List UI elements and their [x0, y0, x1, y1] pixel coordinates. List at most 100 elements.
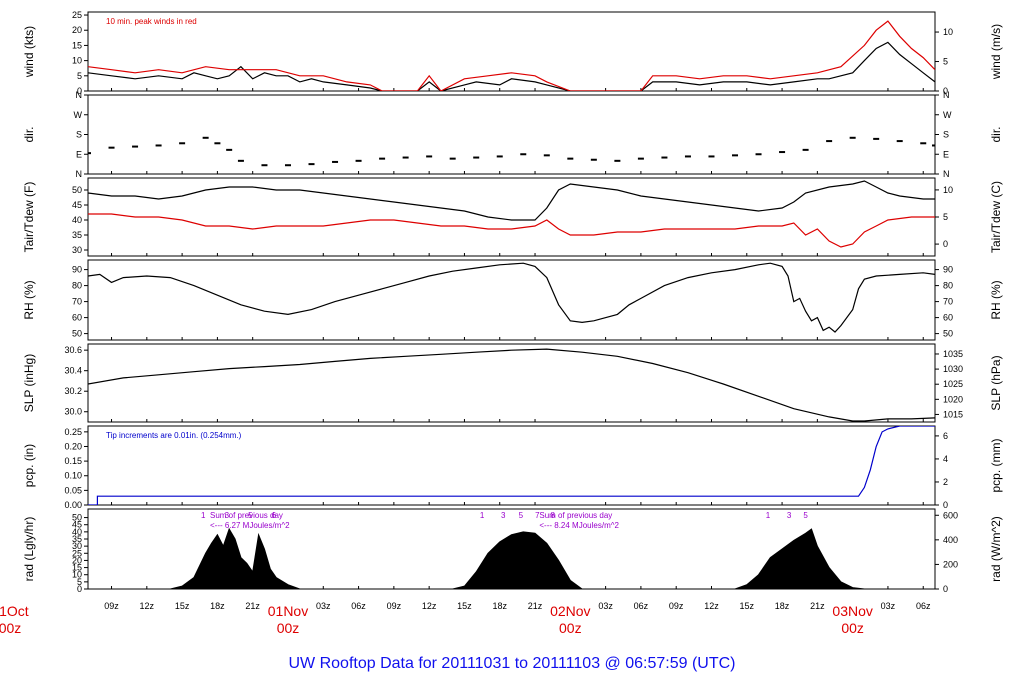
- time-tick-label: 15z: [175, 601, 190, 611]
- y-right-tick-label: E: [943, 149, 949, 159]
- y-tick-label: 20: [72, 25, 82, 35]
- y-axis-label: SLP (inHg): [22, 354, 36, 412]
- radiation-sum-line2: <--- 6.27 MJoules/m^2: [210, 521, 290, 530]
- y-right-tick-label: 80: [943, 281, 953, 291]
- direction-point: [261, 164, 268, 167]
- time-tick-label: 06z: [634, 601, 649, 611]
- direction-point: [202, 136, 209, 139]
- y-tick-label: 5: [77, 577, 82, 587]
- direction-point: [779, 151, 786, 154]
- y-right-tick-label: 200: [943, 559, 958, 569]
- direction-point: [802, 148, 809, 151]
- y-axis-label: dir.: [22, 126, 36, 142]
- y-tick-label: E: [76, 149, 82, 159]
- y-right-axis-label: rad (W/m^2): [989, 516, 1003, 582]
- y-tick-label: 15: [72, 563, 82, 573]
- hour-marker: 3: [501, 511, 506, 520]
- time-tick-label: 09z: [669, 601, 684, 611]
- time-tick-label: 21z: [528, 601, 543, 611]
- y-right-tick-label: 5: [943, 57, 948, 67]
- y-tick-label: 45: [72, 200, 82, 210]
- y-tick-label: 90: [72, 265, 82, 275]
- panel-pcp: 0.00 0.05 0.10 0.15 0.20 0.25 0 2 4 6 pcp. (in) pcp…: [22, 425, 1003, 510]
- series-peak: [88, 20, 935, 91]
- radiation-sum-line1: Sum of previous day: [539, 511, 612, 520]
- day-label: 03Nov: [832, 603, 872, 619]
- direction-point: [308, 163, 315, 166]
- y-right-tick-label: W: [943, 110, 952, 120]
- hour-marker: 1: [480, 511, 485, 520]
- direction-point: [614, 159, 621, 162]
- panel-slp: 30.0 30.2 30.4 30.6 1015 1020 1025 1030 1035 SLP …: [22, 343, 1003, 423]
- direction-point: [226, 148, 233, 151]
- panel-annotation: 10 min. peak winds in red: [106, 17, 197, 26]
- direction-point: [590, 158, 597, 161]
- y-right-tick-label: 2: [943, 477, 948, 487]
- time-tick-label: 03z: [316, 601, 331, 611]
- direction-point: [826, 140, 833, 143]
- panel-frame: [87, 259, 936, 341]
- y-right-tick-label: 1020: [943, 394, 963, 404]
- y-tick-label: N: [76, 90, 83, 100]
- direction-point: [849, 136, 856, 139]
- direction-point: [284, 164, 291, 167]
- y-right-axis-label: SLP (hPa): [989, 355, 1003, 410]
- direction-point: [449, 157, 456, 160]
- y-tick-label: 30.6: [64, 345, 82, 355]
- direction-point: [473, 156, 480, 159]
- y-tick-label: 60: [72, 313, 82, 323]
- y-right-axis-label: pcp. (mm): [989, 438, 1003, 492]
- series-tair: [88, 180, 935, 221]
- panel-temp: 30 35 40 45 50 0 5 10 Tair/Tdew (F) Tair/Tdew (C): [22, 177, 1003, 257]
- direction-point: [543, 154, 550, 157]
- y-right-tick-label: 600: [943, 510, 958, 520]
- y-tick-label: 30.2: [64, 386, 82, 396]
- series-speed: [88, 41, 935, 91]
- time-tick-label: 09z: [387, 601, 402, 611]
- y-right-tick-label: 60: [943, 313, 953, 323]
- y-tick-label: 25: [72, 10, 82, 20]
- hour-marker: 5: [803, 511, 808, 520]
- time-tick-label: 21z: [810, 601, 825, 611]
- direction-point: [661, 156, 668, 159]
- y-right-tick-label: 1030: [943, 364, 963, 374]
- direction-point: [932, 144, 935, 147]
- y-tick-label: W: [74, 110, 83, 120]
- y-tick-label: 10: [72, 56, 82, 66]
- panel-frame: [87, 425, 936, 506]
- y-tick-label: 40: [72, 215, 82, 225]
- y-tick-label: 30.0: [64, 407, 82, 417]
- time-axis: 09z 12z 15z 18z 21z 03z 06z 09z 12z 15z 18z 21z 03z 0…: [0, 601, 931, 636]
- series-tdew: [88, 213, 935, 248]
- footer-title: UW Rooftop Data for 20111031 to 20111103…: [288, 655, 735, 672]
- time-tick-label: 15z: [740, 601, 755, 611]
- y-tick-label: 35: [72, 534, 82, 544]
- y-tick-label: 5: [77, 71, 82, 81]
- hour-marker: 8: [550, 511, 555, 520]
- direction-point: [873, 137, 880, 140]
- y-tick-label: 40: [72, 527, 82, 537]
- series-direction: [88, 136, 935, 167]
- y-right-tick-label: 1025: [943, 379, 963, 389]
- direction-point: [155, 144, 162, 147]
- time-tick-label: 12z: [704, 601, 719, 611]
- hour-marker: 1: [201, 511, 206, 520]
- panel-frame: [87, 94, 936, 175]
- direction-point: [708, 155, 715, 158]
- y-right-tick-label: N: [943, 169, 950, 179]
- y-tick-label: 30.4: [64, 366, 82, 376]
- series-slp: [88, 348, 935, 422]
- y-tick-label: 0.25: [64, 427, 82, 437]
- y-right-tick-label: 5: [943, 212, 948, 222]
- y-right-tick-label: 90: [943, 265, 953, 275]
- y-tick-label: 50: [72, 329, 82, 339]
- time-tick-label: 03z: [598, 601, 613, 611]
- y-tick-label: 70: [72, 297, 82, 307]
- hour-marker: 6: [272, 511, 277, 520]
- y-axis-label: pcp. (in): [22, 444, 36, 487]
- y-right-tick-label: 0: [943, 500, 948, 510]
- y-tick-label: 0.15: [64, 456, 82, 466]
- panel-frame: [87, 11, 936, 92]
